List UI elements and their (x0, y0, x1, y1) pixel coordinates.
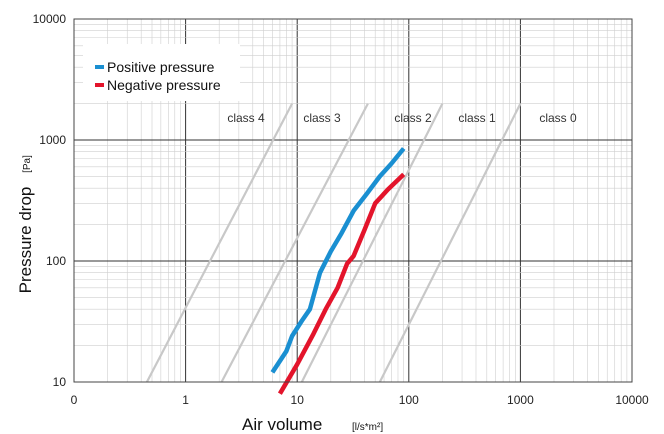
legend-swatch (95, 65, 104, 69)
class-lines (145, 103, 522, 383)
y-tick-label: 10 (53, 375, 67, 389)
y-tick-labels: 10 100 1000 10000 (33, 12, 67, 389)
class-labels: class 4 class 3 class 2 class 1 class 0 (227, 111, 577, 125)
data-series (270, 147, 406, 395)
y-axis-label: Pressure drop (16, 187, 35, 294)
class-boundary-line (378, 103, 522, 383)
legend-box (83, 44, 240, 101)
class-boundary-line (220, 103, 369, 383)
x-tick-label: 10 (291, 393, 305, 407)
class-label: class 2 (394, 111, 432, 125)
x-tick-label: 100 (399, 393, 419, 407)
x-tick-label: 10000 (615, 393, 649, 407)
x-tick-labels: 0 1 10 100 1000 10000 (71, 393, 649, 407)
x-tick-label: 1000 (507, 393, 534, 407)
class-label: class 4 (227, 111, 265, 125)
y-axis-unit: [Pa] (22, 155, 33, 173)
y-tick-label: 10000 (33, 12, 67, 26)
legend-label: Negative pressure (107, 77, 221, 93)
negative-pressure-line (277, 172, 406, 395)
plot-frame (73, 18, 633, 383)
x-axis-label: Air volume (242, 415, 322, 434)
positive-pressure-line (270, 147, 406, 374)
legend: Positive pressure Negative pressure (83, 44, 240, 101)
y-tick-label: 1000 (39, 133, 66, 147)
x-tick-label: 1 (182, 393, 189, 407)
y-tick-label: 100 (46, 254, 66, 268)
class-label: class 1 (458, 111, 496, 125)
legend-swatch (95, 83, 104, 87)
x-tick-label: 0 (71, 393, 78, 407)
class-boundary-line (145, 103, 294, 383)
class-label: class 0 (539, 111, 577, 125)
legend-label: Positive pressure (107, 59, 215, 75)
x-axis-unit: [l/s*m²] (352, 422, 383, 433)
class-label: class 3 (303, 111, 341, 125)
class-boundary-line (300, 103, 444, 383)
